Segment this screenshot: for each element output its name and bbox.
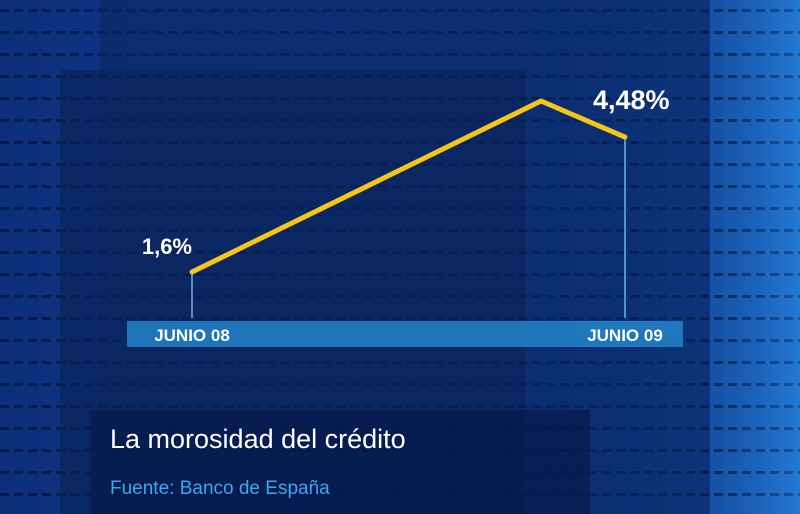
axis-band (127, 321, 683, 347)
x-tick-label: JUNIO 09 (587, 326, 663, 345)
value-label: 1,6% (142, 234, 192, 259)
data-line (189, 98, 628, 275)
chart-title: La morosidad del crédito (110, 424, 406, 454)
value-label: 4,48% (593, 85, 670, 115)
source-note: Fuente: Banco de España (110, 478, 330, 499)
plot: JUNIO 08 JUNIO 09 1,6% 4,48% (142, 85, 670, 345)
x-tick-label: JUNIO 08 (154, 326, 230, 345)
